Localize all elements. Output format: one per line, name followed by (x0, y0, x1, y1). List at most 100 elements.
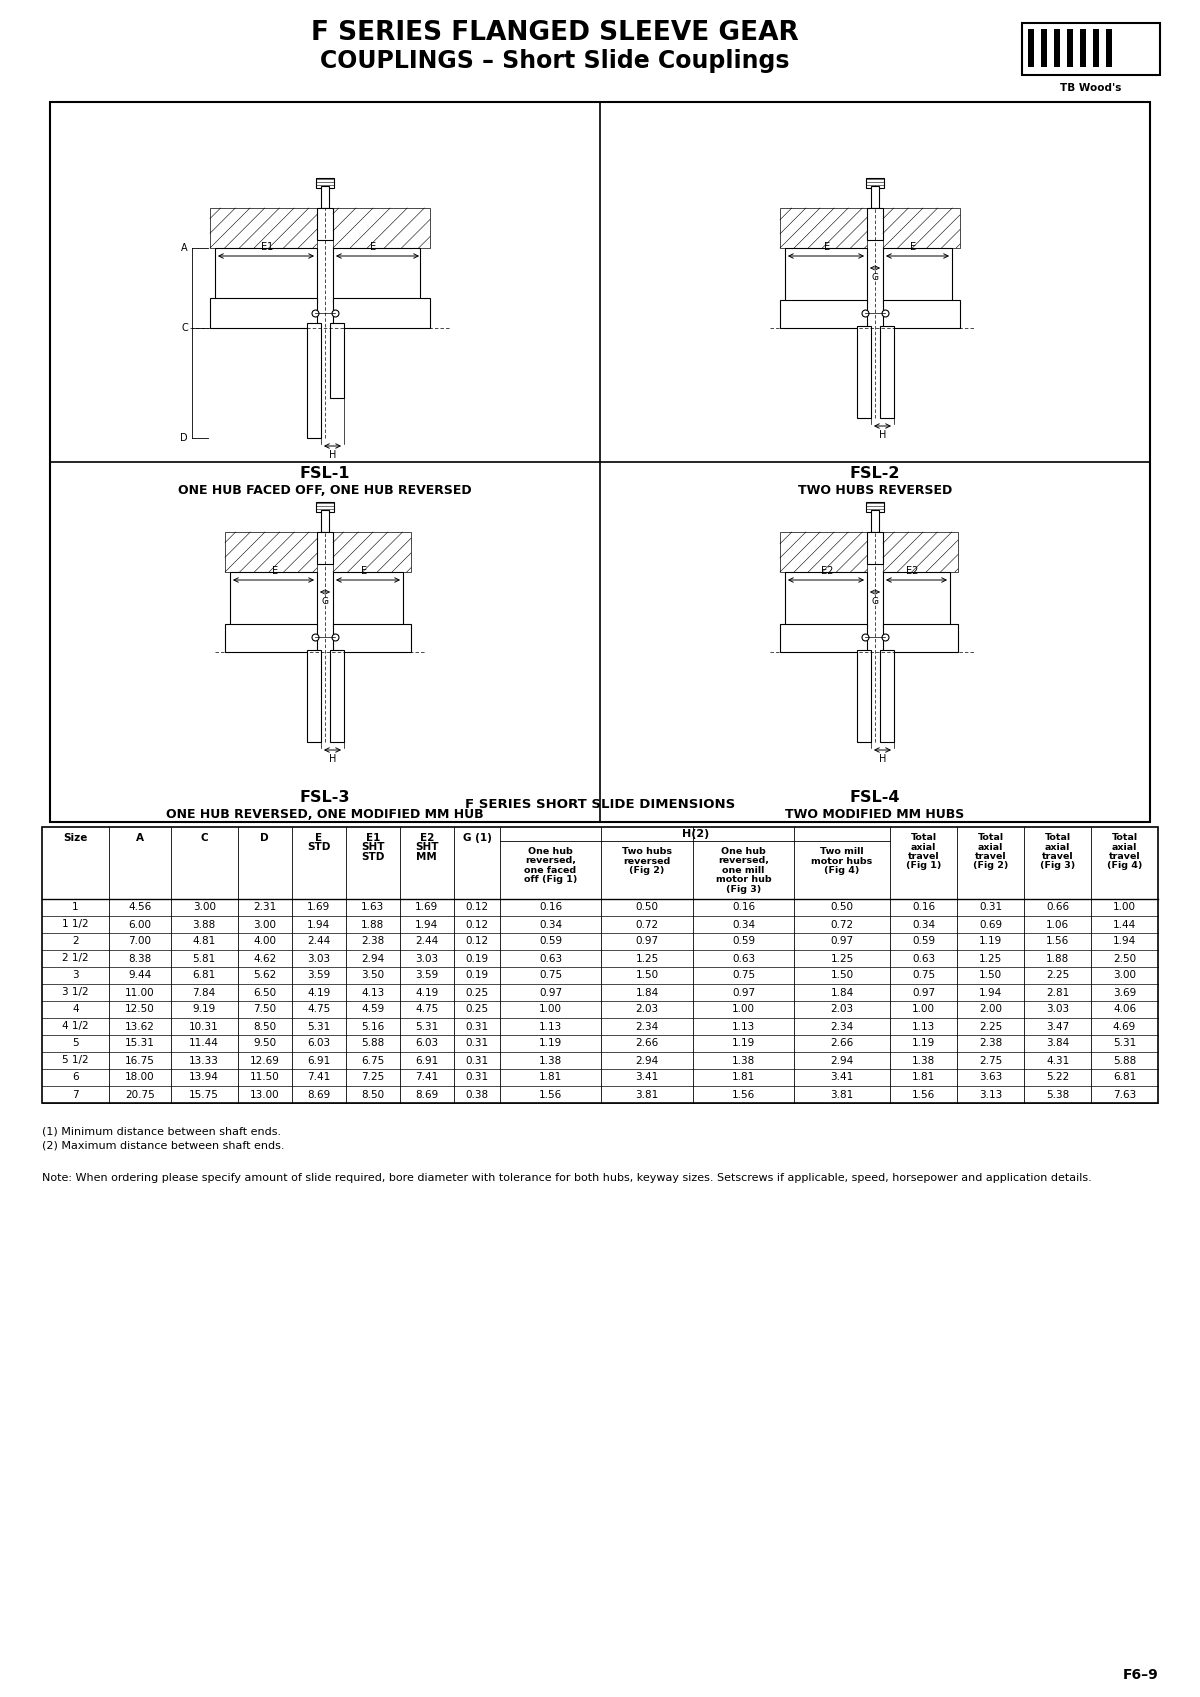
Text: axial: axial (911, 842, 936, 852)
Text: 1.94: 1.94 (979, 988, 1002, 998)
Text: 0.63: 0.63 (539, 954, 562, 964)
Bar (785, 572, 866, 626)
Text: 11.50: 11.50 (250, 1073, 280, 1083)
Text: 1.81: 1.81 (732, 1073, 755, 1083)
Text: 7.41: 7.41 (415, 1073, 438, 1083)
Text: 4.13: 4.13 (361, 988, 384, 998)
Text: 0.31: 0.31 (979, 903, 1002, 913)
Text: 6.81: 6.81 (192, 971, 216, 981)
Text: E2: E2 (420, 833, 434, 843)
Bar (322, 187, 329, 209)
Text: 1.84: 1.84 (635, 988, 659, 998)
Text: 0.31: 0.31 (466, 1039, 488, 1049)
Text: (Fig 3): (Fig 3) (726, 886, 761, 894)
Text: 1.38: 1.38 (912, 1056, 935, 1066)
Text: STD: STD (361, 852, 384, 862)
Text: 4.19: 4.19 (415, 988, 438, 998)
Text: 5.22: 5.22 (1046, 1073, 1069, 1083)
Text: 4.81: 4.81 (192, 937, 216, 947)
Text: 1.81: 1.81 (539, 1073, 562, 1083)
Text: 0.50: 0.50 (636, 903, 659, 913)
Text: 8.50: 8.50 (361, 1089, 384, 1100)
Text: COUPLINGS – Short Slide Couplings: COUPLINGS – Short Slide Couplings (320, 49, 790, 73)
Text: (Fig 1): (Fig 1) (906, 862, 942, 871)
Text: 1.56: 1.56 (1046, 937, 1069, 947)
Text: 1.25: 1.25 (830, 954, 853, 964)
Text: G: G (871, 597, 878, 606)
Text: 2.44: 2.44 (415, 937, 438, 947)
Text: 0.59: 0.59 (732, 937, 755, 947)
Text: 2.44: 2.44 (307, 937, 330, 947)
Text: (2) Maximum distance between shaft ends.: (2) Maximum distance between shaft ends. (42, 1140, 284, 1151)
Text: 2.00: 2.00 (979, 1005, 1002, 1015)
Text: 2: 2 (72, 937, 79, 947)
Text: 7.50: 7.50 (253, 1005, 276, 1015)
Text: Two hubs: Two hubs (622, 847, 672, 855)
Text: 13.62: 13.62 (125, 1022, 155, 1032)
Text: H: H (329, 753, 336, 764)
Text: 3.47: 3.47 (1046, 1022, 1069, 1032)
Bar (866, 209, 883, 239)
Text: FSL-1: FSL-1 (300, 465, 350, 480)
Bar (871, 187, 878, 209)
Text: 4.00: 4.00 (253, 937, 276, 947)
Text: 0.63: 0.63 (912, 954, 935, 964)
Text: 4.19: 4.19 (307, 988, 330, 998)
Bar (316, 502, 334, 512)
Text: 3.00: 3.00 (1114, 971, 1136, 981)
Text: 0.97: 0.97 (539, 988, 562, 998)
Text: E: E (824, 243, 830, 251)
Text: 0.38: 0.38 (466, 1089, 488, 1100)
Text: 3 1/2: 3 1/2 (62, 988, 89, 998)
Bar (883, 300, 960, 328)
Text: 3.03: 3.03 (307, 954, 330, 964)
Text: Note: When ordering please specify amount of slide required, bore diameter with : Note: When ordering please specify amoun… (42, 1173, 1092, 1183)
Text: 1 1/2: 1 1/2 (62, 920, 89, 930)
Text: 1.50: 1.50 (830, 971, 853, 981)
Text: 8.69: 8.69 (415, 1089, 438, 1100)
Text: 2.81: 2.81 (1046, 988, 1069, 998)
Bar (883, 209, 960, 248)
Text: 5.31: 5.31 (1112, 1039, 1136, 1049)
Bar (42, 826, 1158, 1103)
Text: FSL-3: FSL-3 (300, 789, 350, 804)
Text: 1.94: 1.94 (1112, 937, 1136, 947)
Text: E: E (911, 243, 917, 251)
Text: 3.81: 3.81 (830, 1089, 853, 1100)
Text: 1.81: 1.81 (912, 1073, 935, 1083)
Text: D: D (260, 833, 269, 843)
Bar (317, 531, 334, 563)
Text: MM: MM (416, 852, 437, 862)
Text: 0.31: 0.31 (466, 1073, 488, 1083)
Text: 0.59: 0.59 (539, 937, 562, 947)
Text: 1.00: 1.00 (912, 1005, 935, 1015)
Text: H: H (878, 753, 886, 764)
Bar (1022, 24, 1160, 75)
Bar (1106, 29, 1112, 66)
Bar (1080, 29, 1086, 66)
Text: 0.50: 0.50 (830, 903, 853, 913)
Text: 2.25: 2.25 (1046, 971, 1069, 981)
Text: 11.00: 11.00 (125, 988, 155, 998)
Text: 2.66: 2.66 (635, 1039, 659, 1049)
Text: 5.38: 5.38 (1046, 1089, 1069, 1100)
Bar (226, 624, 317, 652)
Text: G: G (322, 597, 329, 606)
Text: reversed,: reversed, (524, 857, 576, 865)
Text: FSL-2: FSL-2 (850, 465, 900, 480)
Bar (1093, 29, 1099, 66)
Bar (330, 650, 344, 742)
Text: 5.62: 5.62 (253, 971, 276, 981)
Text: 1.19: 1.19 (979, 937, 1002, 947)
Text: E: E (361, 567, 367, 575)
Text: 2.94: 2.94 (830, 1056, 853, 1066)
Text: G: G (871, 273, 878, 282)
Text: Total: Total (1111, 833, 1138, 842)
Text: 13.33: 13.33 (190, 1056, 220, 1066)
Bar (780, 300, 866, 328)
Bar (780, 209, 866, 248)
Bar (866, 178, 884, 188)
Text: 2.75: 2.75 (979, 1056, 1002, 1066)
Text: 3.00: 3.00 (253, 920, 276, 930)
Text: 8.50: 8.50 (253, 1022, 276, 1032)
